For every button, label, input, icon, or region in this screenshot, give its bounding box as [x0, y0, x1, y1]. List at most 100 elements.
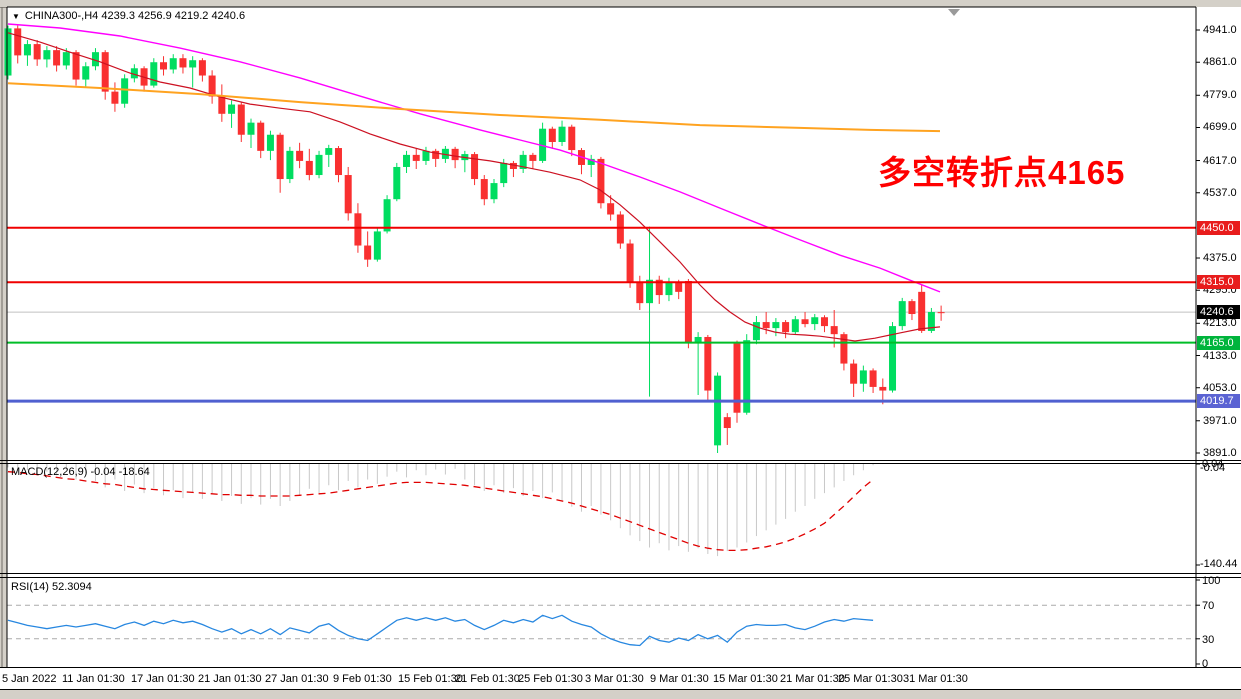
candle-body [539, 128, 547, 161]
time-axis[interactable] [0, 668, 1241, 689]
candle-body [72, 52, 80, 80]
rsi-line [7, 614, 874, 647]
candle-body [889, 326, 897, 391]
candle-body [743, 340, 751, 413]
candle-body [276, 134, 284, 180]
candle-body [43, 50, 51, 60]
time-axis-label: 31 Mar 01:30 [903, 673, 968, 685]
candle-body [597, 158, 605, 204]
candle-body [801, 319, 809, 325]
candle-body [714, 375, 722, 446]
candle-body [23, 44, 31, 56]
price-badge-4315.0: 4315.0 [1197, 275, 1240, 290]
time-axis-label: 17 Jan 01:30 [131, 673, 195, 685]
candle-body [334, 148, 342, 176]
candle-body [937, 312, 945, 314]
candle-body [208, 75, 216, 97]
candle-body [830, 326, 838, 335]
candle-body [733, 342, 741, 413]
candle-body [908, 301, 916, 315]
candle-body [626, 243, 634, 282]
candle-body [636, 281, 644, 304]
macd-axis-label: -140.44 [1200, 558, 1238, 570]
candle-body [500, 162, 508, 184]
price-axis-label: 4779.0 [1203, 89, 1237, 102]
candle-body [694, 336, 702, 344]
candle-body [704, 336, 712, 391]
candle-body [403, 154, 411, 167]
candle-body [684, 280, 692, 344]
candle-body [111, 91, 119, 104]
price-badge-4019.7: 4019.7 [1197, 394, 1240, 409]
candle-body [587, 158, 595, 165]
candle-body [247, 122, 255, 135]
candle-body [675, 281, 683, 292]
candle-body [228, 104, 236, 114]
candle-body [315, 154, 323, 176]
rsi-axis-label: 0 [1202, 658, 1209, 670]
candle-body [354, 213, 362, 246]
price-axis-label: 4053.0 [1203, 381, 1237, 394]
price-axis-label: 4941.0 [1203, 24, 1237, 36]
candle-body [412, 154, 420, 161]
symbol-ohlc-text: CHINA300-,H4 4239.3 4256.9 4219.2 4240.6 [24, 10, 246, 22]
candle-body [101, 52, 109, 92]
price-axis-label: 3971.0 [1203, 414, 1237, 427]
price-axis-label: 3891.0 [1203, 447, 1237, 459]
candle-body [568, 126, 576, 151]
candle-body [607, 203, 615, 215]
symbol-dropdown-icon[interactable]: ▼ [12, 12, 20, 21]
time-axis-label: 9 Mar 01:30 [650, 673, 709, 685]
candle-body [62, 52, 70, 66]
candle-body [723, 417, 731, 429]
candle-body [898, 301, 906, 327]
candle-body [179, 58, 187, 68]
time-axis-label: 25 Feb 01:30 [518, 673, 583, 685]
ma-fast-red-line [7, 32, 941, 342]
price-axis-label: 4537.0 [1203, 186, 1237, 199]
price-badge-4450.0: 4450.0 [1197, 220, 1240, 235]
candle-body [14, 28, 22, 56]
candle-body [820, 317, 828, 327]
price-axis-label: 4617.0 [1203, 154, 1237, 167]
candle-body [160, 62, 168, 70]
candle-body [451, 148, 459, 161]
candle-body [257, 122, 265, 151]
candle-body [432, 150, 440, 159]
candle-body [509, 162, 517, 169]
time-axis-label: 5 Jan 2022 [2, 673, 57, 685]
price-badge-4240.6: 4240.6 [1197, 305, 1240, 320]
time-axis-label: 25 Mar 01:30 [838, 673, 903, 685]
candle-body [529, 154, 537, 161]
candle-body [490, 183, 498, 200]
candle-body [548, 128, 556, 142]
candle-body [616, 214, 624, 244]
autoscroll-marker-icon[interactable] [948, 9, 960, 16]
time-axis-label: 21 Mar 01:30 [780, 673, 845, 685]
price-axis-label: 4861.0 [1203, 56, 1237, 69]
time-axis-label: 21 Feb 01:30 [455, 673, 520, 685]
candle-body [772, 322, 780, 329]
candle-body [82, 66, 90, 80]
candle-body [150, 62, 158, 86]
candle-body [422, 150, 430, 161]
time-axis-label: 15 Mar 01:30 [713, 673, 778, 685]
candle-body [762, 322, 770, 329]
candle-body [198, 60, 206, 76]
candle-body [91, 52, 99, 67]
annotation-text: 多空转折点4165 [878, 154, 1126, 191]
candle-body [33, 44, 41, 60]
rsi-axis-label: 100 [1202, 575, 1221, 587]
candle-body [791, 319, 799, 333]
symbol-ohlc-label: ▼ CHINA300-,H4 4239.3 4256.9 4219.2 4240.… [12, 10, 245, 22]
rsi-axis-label: 70 [1202, 600, 1215, 613]
candle-body [646, 279, 654, 304]
candle-body [752, 322, 760, 341]
rsi-indicator-label: RSI(14) 52.3094 [11, 581, 92, 593]
price-badge-4165.0: 4165.0 [1197, 335, 1240, 350]
candle-body [364, 245, 372, 260]
candle-body [286, 150, 294, 180]
candle-body [189, 60, 197, 68]
macd-signal-line [7, 471, 874, 552]
